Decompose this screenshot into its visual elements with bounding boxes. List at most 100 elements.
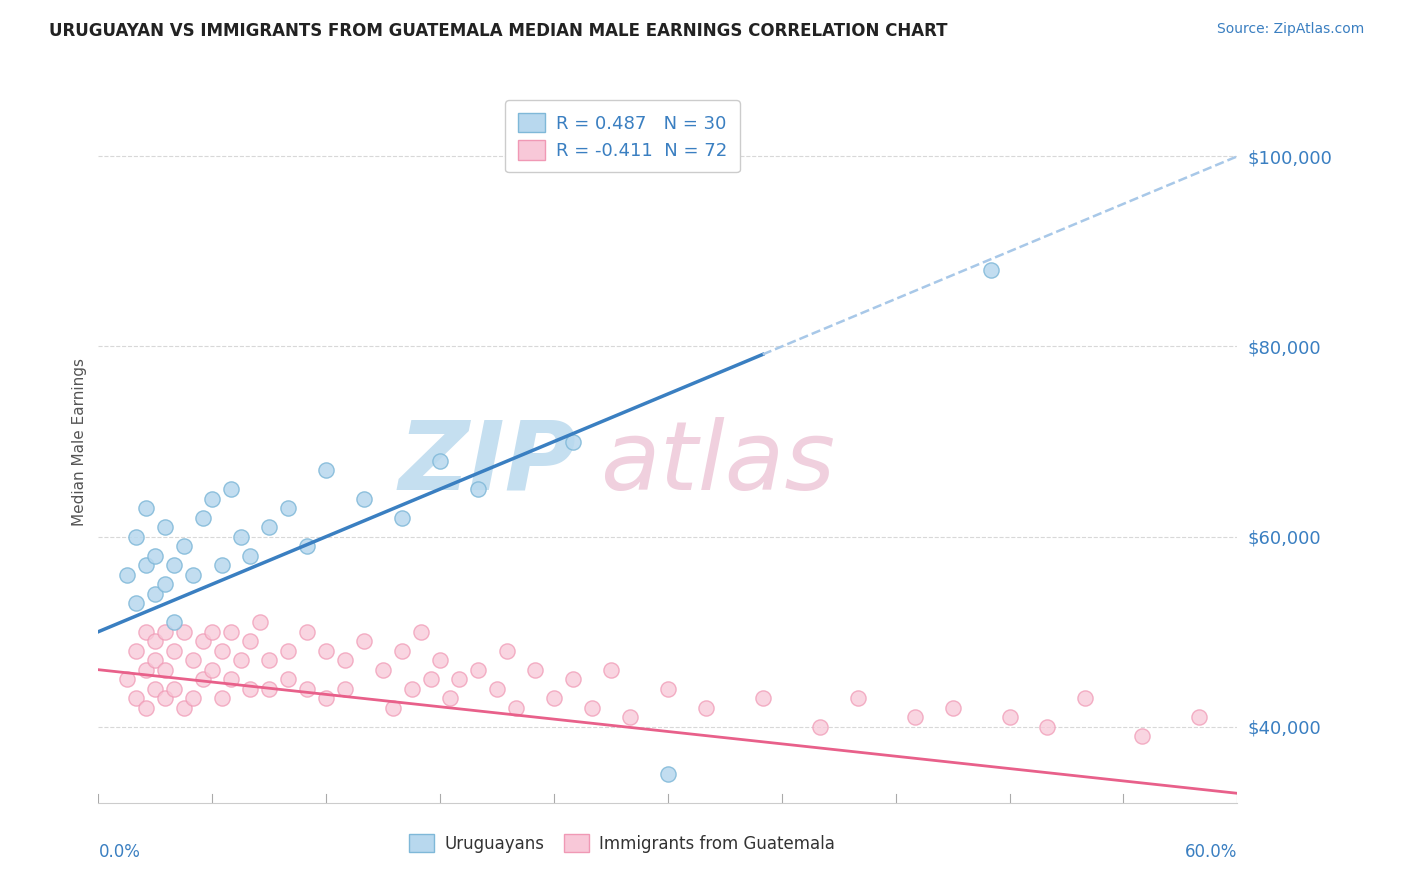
Point <box>581 700 603 714</box>
Point <box>449 672 471 686</box>
Point <box>1188 710 1211 724</box>
Point <box>135 558 157 573</box>
Point <box>657 681 679 696</box>
Point <box>201 624 224 639</box>
Point <box>543 691 565 706</box>
Point <box>439 691 461 706</box>
Legend: R = 0.487   N = 30, R = -0.411  N = 72: R = 0.487 N = 30, R = -0.411 N = 72 <box>505 100 740 172</box>
Point <box>239 634 262 648</box>
Point <box>125 530 148 544</box>
Point <box>145 653 167 667</box>
Point <box>752 691 775 706</box>
Point <box>173 700 195 714</box>
Point <box>211 643 233 657</box>
Point <box>467 482 489 496</box>
Point <box>135 663 157 677</box>
Point <box>419 672 441 686</box>
Point <box>411 624 433 639</box>
Point <box>371 663 394 677</box>
Point <box>221 482 243 496</box>
Point <box>979 263 1001 277</box>
Text: URUGUAYAN VS IMMIGRANTS FROM GUATEMALA MEDIAN MALE EARNINGS CORRELATION CHART: URUGUAYAN VS IMMIGRANTS FROM GUATEMALA M… <box>49 22 948 40</box>
Text: 0.0%: 0.0% <box>98 843 141 861</box>
Point <box>135 700 157 714</box>
Point <box>145 634 167 648</box>
Point <box>1132 729 1154 743</box>
Point <box>183 653 205 667</box>
Point <box>153 663 176 677</box>
Point <box>145 681 167 696</box>
Point <box>145 549 167 563</box>
Point <box>259 653 281 667</box>
Point <box>998 710 1021 724</box>
Point <box>335 681 357 696</box>
Point <box>277 501 299 516</box>
Point <box>221 672 243 686</box>
Point <box>315 643 337 657</box>
Point <box>297 681 319 696</box>
Y-axis label: Median Male Earnings: Median Male Earnings <box>72 358 87 525</box>
Text: ZIP: ZIP <box>399 417 576 509</box>
Point <box>125 691 148 706</box>
Point <box>135 624 157 639</box>
Point <box>163 558 186 573</box>
Point <box>381 700 404 714</box>
Point <box>524 663 547 677</box>
Point <box>173 539 195 553</box>
Point <box>391 510 413 524</box>
Point <box>153 577 176 591</box>
Point <box>201 491 224 506</box>
Point <box>145 587 167 601</box>
Point <box>1074 691 1097 706</box>
Point <box>239 549 262 563</box>
Point <box>467 663 489 677</box>
Point <box>153 624 176 639</box>
Point <box>249 615 271 630</box>
Point <box>1036 720 1059 734</box>
Point <box>600 663 623 677</box>
Point <box>657 767 679 781</box>
Point <box>335 653 357 667</box>
Point <box>846 691 869 706</box>
Point <box>495 643 517 657</box>
Point <box>353 634 375 648</box>
Point <box>259 520 281 534</box>
Point <box>695 700 717 714</box>
Point <box>297 624 319 639</box>
Point <box>315 691 337 706</box>
Point <box>297 539 319 553</box>
Point <box>163 643 186 657</box>
Point <box>401 681 423 696</box>
Point <box>115 567 138 582</box>
Point <box>239 681 262 696</box>
Point <box>173 624 195 639</box>
Point <box>277 672 299 686</box>
Point <box>942 700 965 714</box>
Point <box>183 567 205 582</box>
Point <box>211 558 233 573</box>
Point <box>191 510 214 524</box>
Point <box>163 681 186 696</box>
Point <box>221 624 243 639</box>
Point <box>429 653 451 667</box>
Point <box>191 672 214 686</box>
Point <box>505 700 527 714</box>
Point <box>183 691 205 706</box>
Point <box>153 691 176 706</box>
Point <box>391 643 413 657</box>
Point <box>315 463 337 477</box>
Point <box>229 653 252 667</box>
Text: 60.0%: 60.0% <box>1185 843 1237 861</box>
Point <box>562 672 585 686</box>
Point <box>277 643 299 657</box>
Point <box>125 596 148 610</box>
Point <box>486 681 509 696</box>
Point <box>115 672 138 686</box>
Point <box>429 453 451 467</box>
Point <box>259 681 281 696</box>
Point <box>229 530 252 544</box>
Point <box>135 501 157 516</box>
Point <box>153 520 176 534</box>
Point <box>163 615 186 630</box>
Text: atlas: atlas <box>599 417 835 509</box>
